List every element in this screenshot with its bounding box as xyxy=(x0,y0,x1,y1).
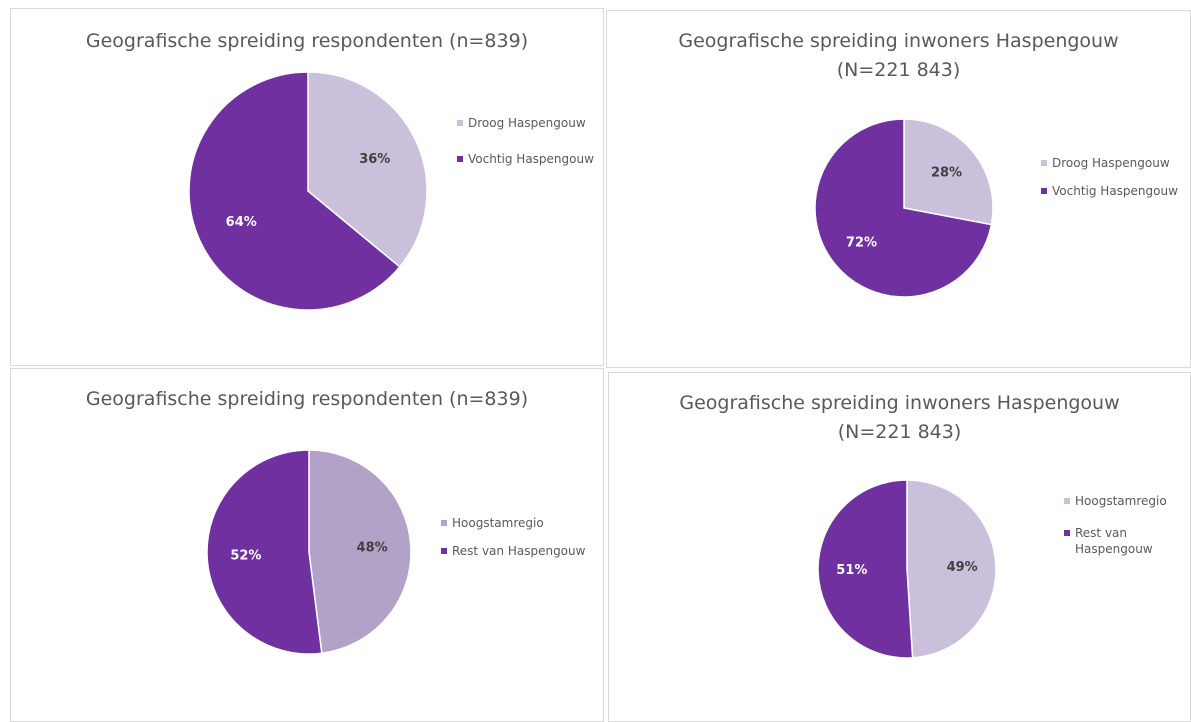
legend-item: Rest van Haspengouw xyxy=(1064,525,1159,557)
legend: Hoogstamregio Rest van Haspengouw xyxy=(441,515,591,571)
chart-panel: Geografische spreiding respondenten (n=8… xyxy=(10,368,604,722)
pie-slice xyxy=(188,71,401,311)
legend: Hoogstamregio Rest van Haspengouw xyxy=(1064,493,1167,573)
legend-swatch xyxy=(457,156,463,162)
legend-label: Vochtig Haspengouw xyxy=(1052,184,1178,198)
data-label: 72% xyxy=(846,236,877,251)
data-label: 28% xyxy=(931,165,962,180)
pie-chart: 49% 51% xyxy=(817,479,997,659)
data-label: 64% xyxy=(226,215,257,230)
legend-swatch xyxy=(441,548,447,554)
legend-label: Rest van Haspengouw xyxy=(452,544,586,558)
legend-label: Droog Haspengouw xyxy=(468,116,586,130)
legend-swatch xyxy=(457,120,463,126)
pie-slice xyxy=(903,118,994,226)
chart-panel: Geografische spreiding inwoners Haspengo… xyxy=(606,10,1191,368)
legend-item: Droog Haspengouw xyxy=(1041,155,1191,171)
pie-slice xyxy=(817,479,914,659)
data-label: 49% xyxy=(947,560,978,575)
legend-item: Droog Haspengouw xyxy=(457,115,607,131)
chart-title: Geografische spreiding inwoners Haspengo… xyxy=(679,392,1120,443)
legend-item: Vochtig Haspengouw xyxy=(457,151,607,167)
data-label: 48% xyxy=(357,541,388,556)
chart-title: Geografische spreiding respondenten (n=8… xyxy=(85,30,529,52)
chart-title: Geografische spreiding respondenten (n=8… xyxy=(85,388,529,410)
chart-panel: Geografische spreiding inwoners Haspengo… xyxy=(608,372,1191,722)
pie-chart: 28% 72% xyxy=(814,118,994,298)
legend: Droog Haspengouw Vochtig Haspengouw xyxy=(457,115,607,187)
legend-item: Hoogstamregio xyxy=(441,515,591,531)
pie-slice xyxy=(206,449,323,655)
legend-label: Vochtig Haspengouw xyxy=(468,152,594,166)
legend-swatch xyxy=(1064,498,1070,504)
data-label: 52% xyxy=(230,548,261,563)
data-label: 51% xyxy=(836,563,867,578)
pie-slice xyxy=(308,449,412,655)
legend-swatch xyxy=(1041,188,1047,194)
pie-slice xyxy=(814,118,993,298)
pie-slice xyxy=(906,479,997,659)
legend-item: Rest van Haspengouw xyxy=(441,543,591,559)
data-label: 36% xyxy=(359,152,390,167)
legend-swatch xyxy=(441,520,447,526)
pie-chart: 36% 64% xyxy=(188,71,428,311)
legend-item: Vochtig Haspengouw xyxy=(1041,183,1191,199)
legend: Droog Haspengouw Vochtig Haspengouw xyxy=(1041,155,1191,211)
legend-label: Droog Haspengouw xyxy=(1052,156,1170,170)
pie-chart: 48% 52% xyxy=(206,449,412,655)
pie-slice xyxy=(307,71,428,268)
chart-panel: Geografische spreiding respondenten (n=8… xyxy=(10,8,604,366)
chart-title: Geografische spreiding inwoners Haspengo… xyxy=(678,30,1119,81)
legend-label: Rest van Haspengouw xyxy=(1075,526,1153,556)
legend-item: Hoogstamregio xyxy=(1064,493,1167,509)
legend-swatch xyxy=(1064,530,1070,536)
legend-label: Hoogstamregio xyxy=(1075,494,1167,508)
legend-label: Hoogstamregio xyxy=(452,516,544,530)
legend-swatch xyxy=(1041,160,1047,166)
